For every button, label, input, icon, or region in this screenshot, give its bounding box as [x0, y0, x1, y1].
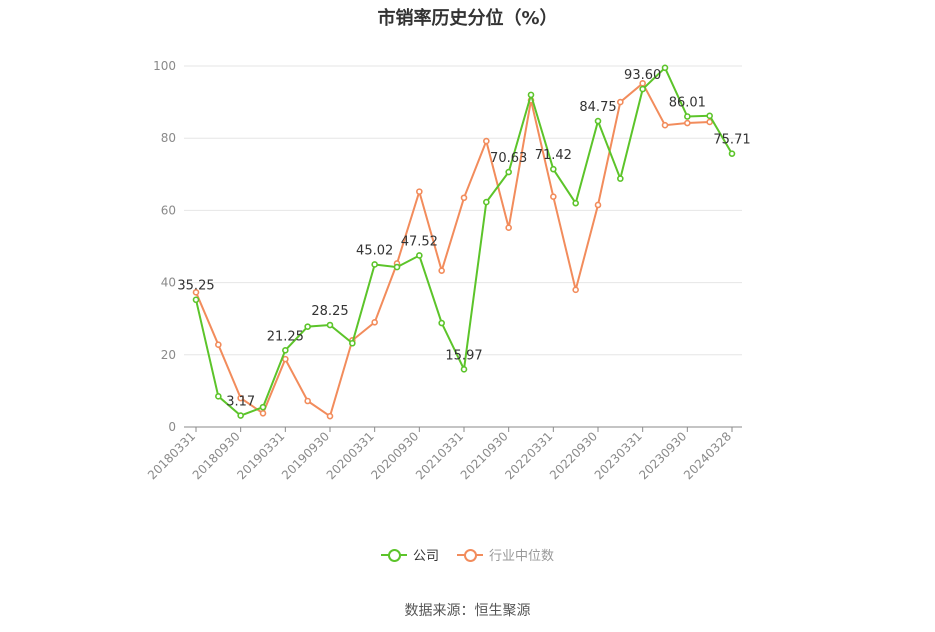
- series-point-0: [661, 64, 669, 72]
- y-tick-label: 100: [153, 59, 176, 73]
- x-tick-label: 20200331: [324, 429, 377, 482]
- data-label: 71.42: [535, 148, 572, 163]
- x-tick-label: 20220331: [502, 429, 555, 482]
- x-tick-label: 20220930: [547, 429, 600, 482]
- data-label: 75.71: [713, 133, 750, 148]
- x-tick-label: 20210930: [458, 429, 511, 482]
- series-point-0: [259, 403, 267, 411]
- legend-industry-swatch-icon: [457, 548, 483, 562]
- y-tick-label: 0: [168, 420, 176, 434]
- series-line-0: [195, 66, 733, 417]
- series-point-0: [326, 321, 334, 329]
- series-point-1: [215, 341, 222, 348]
- legend: 公司 行业中位数: [0, 545, 935, 564]
- data-label: 3.17: [226, 395, 255, 410]
- series-point-0: [527, 91, 535, 99]
- series-point-1: [550, 193, 557, 200]
- series-point-0: [371, 261, 378, 268]
- series-point-0: [192, 296, 200, 304]
- series-point-0: [684, 113, 691, 120]
- legend-company-swatch-icon: [380, 548, 407, 562]
- series-point-1: [438, 267, 445, 274]
- series-point-1: [684, 119, 691, 127]
- data-label: 35.25: [177, 279, 214, 294]
- series-point-0: [550, 165, 557, 173]
- series-point-1: [237, 394, 244, 402]
- data-label: 15.97: [445, 348, 482, 363]
- x-tick-label: 20240328: [681, 429, 734, 482]
- data-source-note: 数据来源：恒生聚源: [404, 603, 531, 619]
- series-point-0: [304, 323, 311, 330]
- series-point-1: [192, 289, 200, 296]
- data-label: 21.25: [267, 329, 304, 344]
- series-point-0: [728, 150, 736, 157]
- series-point-1: [594, 201, 602, 209]
- series-point-0: [215, 393, 222, 400]
- legend-item-industry-median[interactable]: 行业中位数: [457, 545, 554, 564]
- series-point-0: [416, 252, 423, 259]
- y-tick-label: 40: [161, 276, 176, 290]
- series-point-1: [617, 98, 624, 106]
- series-point-1: [416, 188, 423, 195]
- series-point-1: [460, 194, 468, 202]
- series-point-0: [505, 168, 512, 176]
- series-point-1: [483, 137, 490, 145]
- data-label: 47.52: [401, 234, 438, 249]
- series-point-0: [594, 117, 602, 125]
- legend-industry-label: 行业中位数: [489, 549, 555, 564]
- series-point-0: [639, 85, 646, 93]
- series-point-1: [572, 286, 579, 294]
- series-point-0: [706, 112, 713, 120]
- y-tick-label: 80: [161, 131, 176, 145]
- data-label: 84.75: [579, 100, 616, 115]
- series-point-0: [438, 319, 445, 327]
- data-label: 45.02: [356, 243, 393, 258]
- x-tick-label: 20200930: [368, 429, 421, 482]
- x-tick-label: 20230331: [592, 429, 645, 482]
- chart-title: 市销率历史分位（%）: [377, 8, 558, 29]
- data-label: 28.25: [311, 304, 348, 319]
- series-point-1: [326, 412, 334, 420]
- x-tick-label: 20180331: [145, 429, 198, 482]
- x-tick-label: 20210331: [413, 429, 466, 482]
- series-point-0: [393, 263, 401, 271]
- data-label: 86.01: [669, 96, 706, 111]
- data-label: 70.63: [490, 151, 527, 166]
- x-tick-label: 20190331: [234, 429, 287, 482]
- series-point-1: [505, 224, 512, 232]
- x-tick-label: 20180930: [190, 429, 243, 482]
- legend-company-label: 公司: [412, 549, 439, 564]
- x-tick-label: 20190930: [279, 429, 332, 482]
- series-line-1: [195, 81, 710, 418]
- series-point-0: [572, 199, 579, 207]
- y-tick-label: 20: [161, 348, 176, 362]
- series-point-1: [661, 121, 669, 129]
- series-point-0: [237, 412, 244, 419]
- series-point-0: [617, 175, 624, 182]
- series-point-0: [282, 346, 289, 354]
- series-point-1: [259, 409, 267, 417]
- x-tick-label: 20230930: [636, 429, 689, 482]
- series-point-0: [460, 366, 468, 373]
- series-point-0: [349, 339, 356, 347]
- series-point-1: [304, 397, 311, 405]
- series-point-0: [483, 198, 490, 206]
- series-point-1: [371, 319, 378, 326]
- legend-item-company[interactable]: 公司: [380, 545, 439, 564]
- data-label: 93.60: [624, 68, 661, 83]
- y-tick-label: 60: [161, 203, 176, 217]
